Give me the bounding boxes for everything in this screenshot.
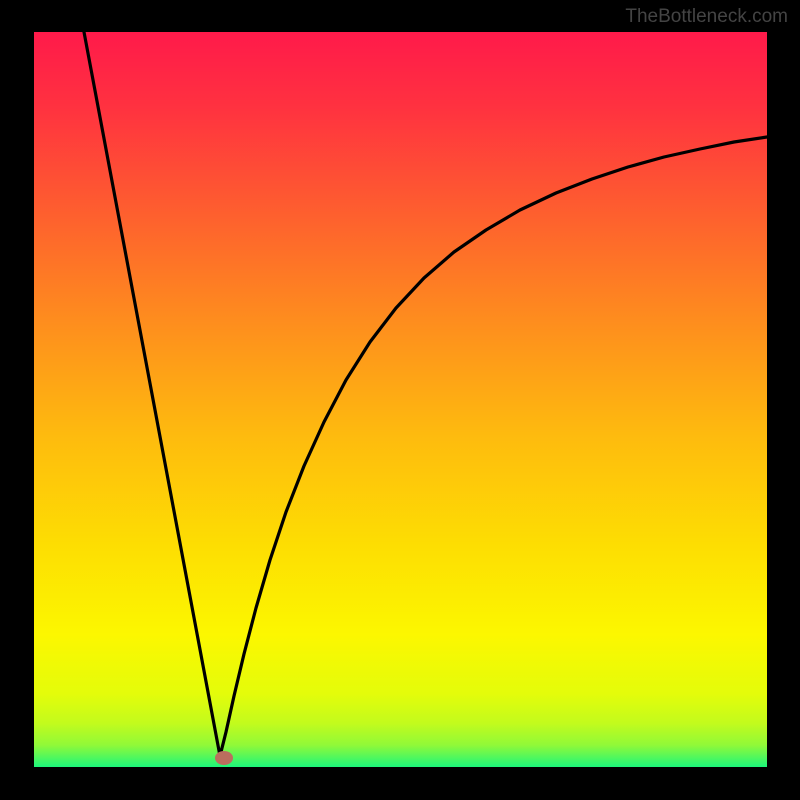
watermark-text: TheBottleneck.com: [625, 6, 788, 28]
plot-area: [34, 32, 767, 767]
curve-path: [84, 32, 767, 756]
bottleneck-curve: [34, 32, 767, 767]
minimum-marker: [215, 751, 233, 765]
